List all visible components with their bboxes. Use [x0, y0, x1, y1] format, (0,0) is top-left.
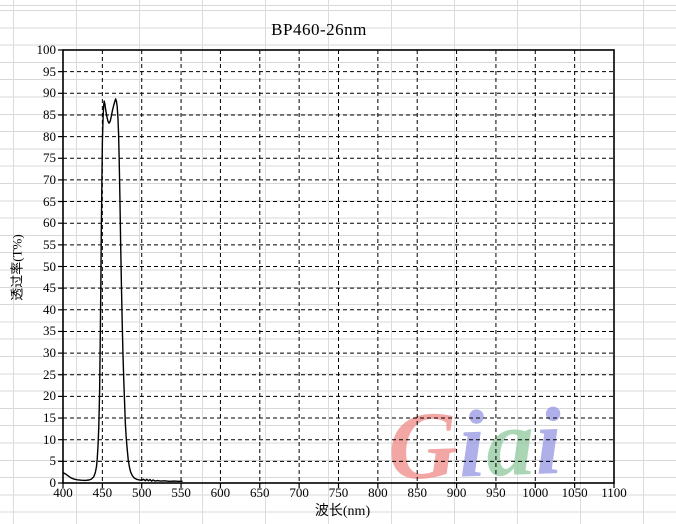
y-tick-label: 10 — [43, 431, 56, 447]
y-tick-label: 45 — [43, 280, 56, 296]
y-tick-label: 85 — [43, 106, 56, 122]
x-tick-label: 450 — [92, 485, 113, 500]
y-tick-label: 20 — [43, 388, 56, 404]
y-tick-label: 25 — [43, 366, 56, 382]
transmittance-curve — [62, 98, 183, 482]
x-tick-label: 750 — [328, 485, 349, 500]
y-tick-label: 50 — [43, 258, 56, 274]
y-tick-label: 55 — [43, 236, 56, 252]
y-tick-label: 80 — [43, 128, 56, 144]
x-axis-title: 波长(nm) — [314, 504, 371, 519]
x-tick-label: 600 — [210, 485, 231, 500]
x-tick-label: 1050 — [561, 485, 588, 500]
y-tick-label: 75 — [43, 150, 56, 166]
y-tick-label: 65 — [43, 193, 56, 209]
y-tick-label: 100 — [36, 42, 57, 57]
x-tick-label: 550 — [171, 485, 191, 500]
x-tick-label: 950 — [486, 485, 506, 500]
x-tick-label: 800 — [368, 485, 388, 500]
y-tick-label: 15 — [43, 410, 56, 426]
y-tick-label: 5 — [49, 453, 57, 469]
x-tick-label: 850 — [407, 485, 427, 500]
y-tick-label: 35 — [43, 323, 56, 339]
y-tick-label: 95 — [43, 63, 56, 79]
chart-title: BP460-26nm — [271, 20, 367, 39]
y-tick-label: 30 — [43, 345, 56, 361]
y-tick-label: 40 — [43, 301, 56, 317]
x-tick-label: 900 — [446, 485, 467, 500]
y-tick-label: 70 — [43, 171, 56, 187]
y-tick-label: 60 — [43, 215, 56, 231]
x-tick-label: 400 — [53, 485, 73, 500]
x-tick-label: 1000 — [522, 485, 549, 500]
y-axis-title: 透过率(T%) — [9, 234, 25, 301]
x-tick-label: 650 — [250, 485, 270, 500]
x-tick-label: 700 — [289, 485, 309, 500]
y-tick-label: 90 — [43, 85, 56, 101]
x-tick-label: 1100 — [601, 485, 627, 500]
x-tick-label: 500 — [131, 485, 152, 500]
